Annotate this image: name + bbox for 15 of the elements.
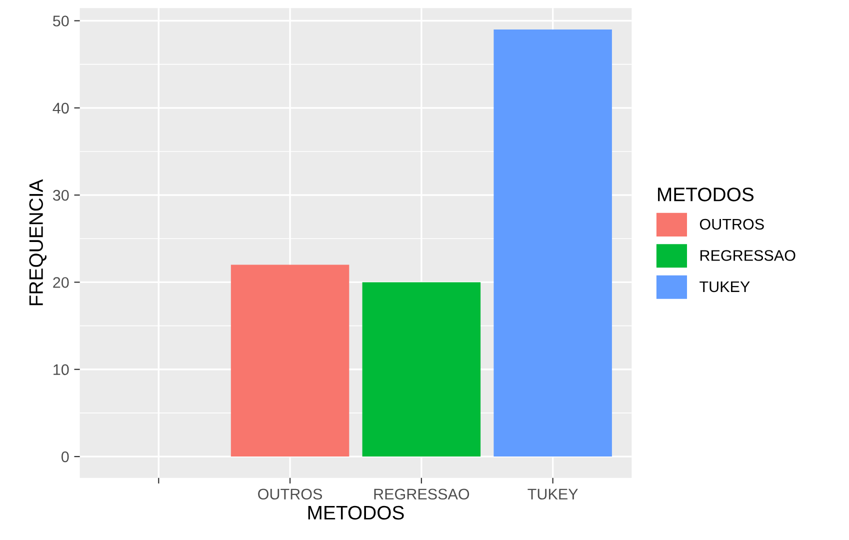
legend-label: TUKEY (700, 281, 750, 292)
x-tick-label: OUTROS (258, 488, 322, 500)
x-tick-label: REGRESSAO (374, 488, 470, 500)
y-tick-label: 40 (52, 102, 69, 114)
legend-label: OUTROS (700, 218, 764, 230)
y-axis-title: FREQUENCIA (29, 179, 46, 306)
y-tick-label: 0 (61, 451, 69, 462)
legend-title: METODOS (658, 188, 754, 202)
y-tick-label: 10 (54, 364, 69, 376)
y-tick-label: 20 (53, 277, 69, 288)
x-axis-title: METODOS (308, 506, 404, 520)
x-tick-label: TUKEY (528, 488, 578, 500)
legend-label: REGRESSAO (700, 250, 796, 261)
y-tick-label: 30 (52, 190, 69, 201)
y-tick-label: 50 (53, 16, 69, 26)
